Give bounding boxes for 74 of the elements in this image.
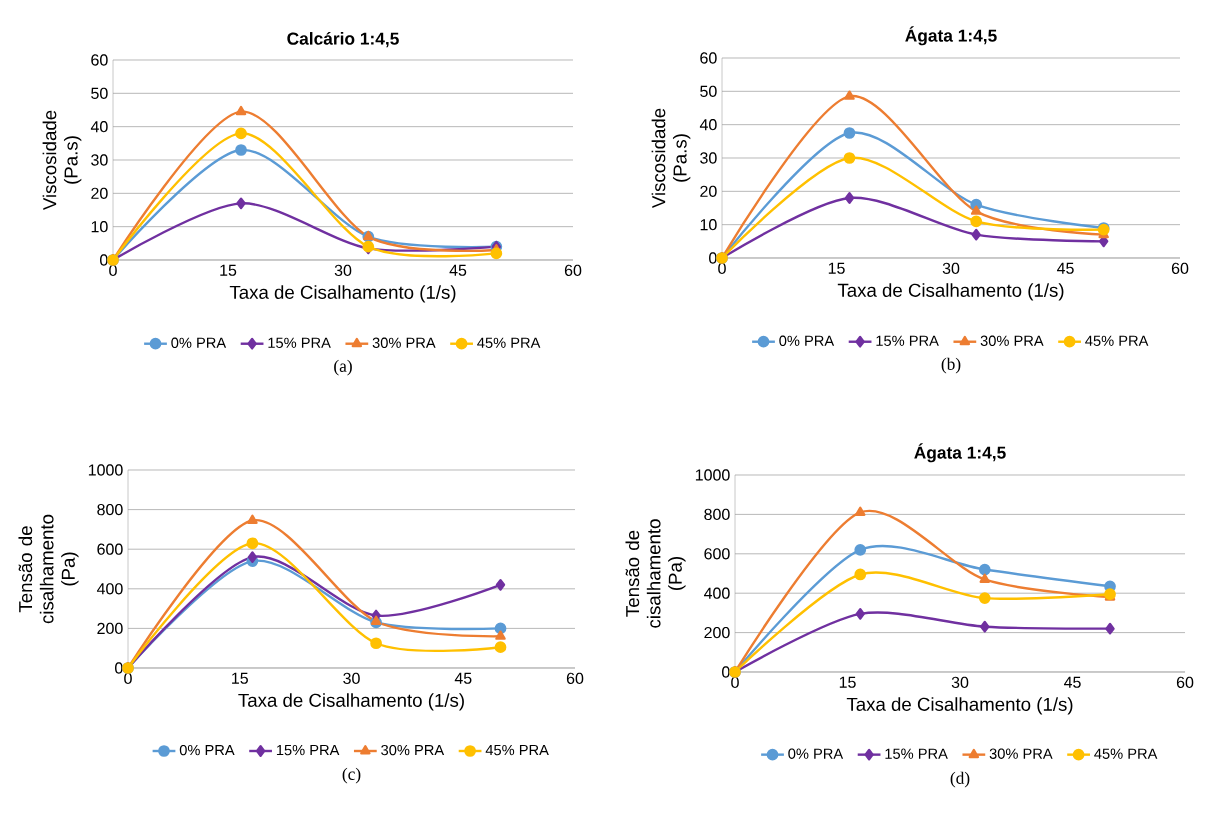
legend-label: 30% PRA — [381, 744, 445, 756]
x-tick-label: 15 — [220, 264, 237, 276]
x-tick-label: 60 — [1176, 676, 1194, 689]
y-tick-label: 1000 — [88, 464, 123, 476]
x-axis-title: Taxa de Cisalhamento (1/s) — [238, 693, 464, 711]
y-tick-label: 40 — [90, 121, 108, 133]
x-tick-label: 30 — [343, 672, 360, 685]
y-tick-label: 400 — [96, 583, 123, 595]
y-tick-label: 10 — [700, 219, 717, 231]
x-tick-label: 15 — [232, 672, 248, 684]
y-tick-label: 0 — [115, 662, 123, 674]
x-tick-label: 30 — [942, 262, 960, 275]
x-tick-label: 0 — [731, 676, 739, 689]
y-tick-label: 20 — [700, 185, 717, 197]
legend-label: 15% PRA — [885, 748, 948, 759]
legend-label: 45% PRA — [1094, 748, 1158, 759]
x-tick-label: 45 — [1063, 676, 1081, 688]
y-tick-label: 40 — [699, 119, 717, 131]
text: (c) — [342, 767, 361, 784]
y-tick-label: 20 — [91, 187, 108, 199]
x-tick-label: 30 — [334, 264, 352, 277]
legend-label: 45% PRA — [1085, 335, 1149, 346]
legend-label: 15% PRA — [268, 337, 331, 348]
y-tick-label: 10 — [91, 221, 108, 233]
text: (b) — [941, 357, 961, 374]
y-tick-label: 1000 — [695, 469, 730, 481]
x-tick-label: 45 — [454, 672, 472, 684]
legend-label: 0% PRA — [788, 748, 844, 759]
legend-label: 15% PRA — [276, 744, 340, 756]
legend-label: 30% PRA — [980, 335, 1044, 346]
x-tick-label: 60 — [564, 264, 582, 277]
chart-title: Ágata 1:4,5 — [914, 443, 1006, 463]
y-axis-title: Tensão de cisalhamento (Pa) — [625, 519, 686, 628]
y-tick-label: 200 — [97, 622, 123, 635]
y-tick-label: 60 — [91, 54, 108, 66]
legend-label: 0% PRA — [779, 335, 835, 346]
y-tick-label: 0 — [709, 252, 717, 264]
y-axis-title: Viscosidade (Pa.s) — [42, 110, 82, 211]
legend-label: 45% PRA — [485, 744, 549, 756]
text: (a) — [334, 359, 352, 376]
legend-label: 30% PRA — [372, 337, 436, 348]
y-tick-label: 60 — [700, 52, 717, 64]
chart-title: Ágata 1:4,5 — [905, 26, 997, 46]
x-tick-label: 15 — [828, 262, 845, 274]
x-tick-label: 45 — [1056, 262, 1074, 274]
y-tick-label: 200 — [704, 626, 730, 639]
y-tick-label: 800 — [97, 503, 123, 516]
y-tick-label: 50 — [91, 87, 108, 99]
x-tick-label: 0 — [124, 672, 132, 685]
x-tick-label: 60 — [1171, 262, 1189, 275]
legend-label: 45% PRA — [477, 337, 541, 348]
legend-label: 0% PRA — [179, 744, 235, 756]
x-tick-label: 30 — [951, 676, 969, 689]
legend-label: 0% PRA — [171, 337, 227, 348]
y-tick-label: 30 — [700, 152, 717, 164]
y-tick-label: 0 — [100, 254, 108, 266]
x-tick-label: 60 — [566, 672, 584, 685]
legend-label: 30% PRA — [989, 748, 1053, 759]
y-axis-title: Viscosidade (Pa.s) — [651, 108, 691, 209]
chart-title: Calcário 1:4,5 — [287, 31, 399, 48]
x-tick-label: 45 — [449, 264, 467, 276]
y-axis-title: Tensão de cisalhamento (Pa) — [18, 514, 79, 624]
y-tick-label: 600 — [704, 548, 730, 560]
y-tick-label: 50 — [700, 85, 717, 97]
legend-label: 15% PRA — [876, 335, 939, 346]
text: (d) — [950, 771, 970, 788]
x-axis-title: Taxa de Cisalhamento (1/s) — [846, 697, 1073, 715]
y-tick-label: 400 — [703, 587, 730, 599]
x-axis-title: Taxa de Cisalhamento (1/s) — [837, 283, 1064, 301]
y-tick-label: 800 — [704, 508, 730, 521]
y-tick-label: 30 — [91, 154, 108, 166]
x-axis-title: Taxa de Cisalhamento (1/s) — [229, 285, 456, 303]
x-tick-label: 15 — [839, 676, 856, 688]
y-tick-label: 600 — [97, 543, 123, 555]
